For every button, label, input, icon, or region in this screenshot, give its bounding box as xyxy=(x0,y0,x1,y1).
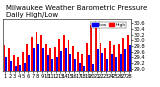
Bar xyxy=(17,57,19,71)
Bar xyxy=(5,57,7,71)
Bar xyxy=(54,47,56,71)
Bar xyxy=(72,46,74,71)
Bar xyxy=(42,48,44,71)
Bar xyxy=(36,32,37,71)
Bar xyxy=(4,45,5,71)
Bar xyxy=(88,55,90,71)
Bar xyxy=(95,28,97,71)
Bar xyxy=(49,48,51,71)
Bar xyxy=(22,52,24,71)
Bar xyxy=(74,60,76,71)
Bar xyxy=(100,43,101,71)
Bar xyxy=(69,54,71,71)
Bar xyxy=(47,55,48,71)
Bar xyxy=(26,44,28,71)
Bar xyxy=(113,45,115,71)
Text: Milwaukee Weather Barometric Pressure
Daily High/Low: Milwaukee Weather Barometric Pressure Da… xyxy=(6,5,147,18)
Bar xyxy=(45,44,47,71)
Bar xyxy=(63,35,65,71)
Bar xyxy=(33,48,35,71)
Bar xyxy=(127,35,129,71)
Bar xyxy=(79,63,80,71)
Bar xyxy=(118,44,120,71)
Bar xyxy=(129,45,131,71)
Bar xyxy=(40,35,42,71)
Bar xyxy=(77,52,79,71)
Bar xyxy=(81,54,83,71)
Bar xyxy=(120,54,122,71)
Legend: Low, High: Low, High xyxy=(91,22,126,28)
Bar xyxy=(15,66,16,71)
Bar xyxy=(68,40,69,71)
Bar xyxy=(90,25,92,71)
Bar xyxy=(19,65,21,71)
Bar xyxy=(106,60,108,71)
Bar xyxy=(109,41,111,71)
Bar xyxy=(51,60,53,71)
Bar xyxy=(8,48,10,71)
Bar xyxy=(56,57,58,71)
Bar xyxy=(31,37,33,71)
Bar xyxy=(10,61,12,71)
Bar xyxy=(122,38,124,71)
Bar xyxy=(115,57,117,71)
Bar xyxy=(65,48,67,71)
Bar xyxy=(104,48,106,71)
Bar xyxy=(92,64,94,71)
Bar xyxy=(24,63,26,71)
Bar xyxy=(97,49,99,71)
Bar xyxy=(58,39,60,71)
Bar xyxy=(83,66,85,71)
Bar xyxy=(13,55,15,71)
Bar xyxy=(60,51,62,71)
Bar xyxy=(111,54,112,71)
Bar xyxy=(86,43,88,71)
Bar xyxy=(101,53,103,71)
Bar xyxy=(124,49,126,71)
Bar xyxy=(37,44,39,71)
Bar xyxy=(28,55,30,71)
